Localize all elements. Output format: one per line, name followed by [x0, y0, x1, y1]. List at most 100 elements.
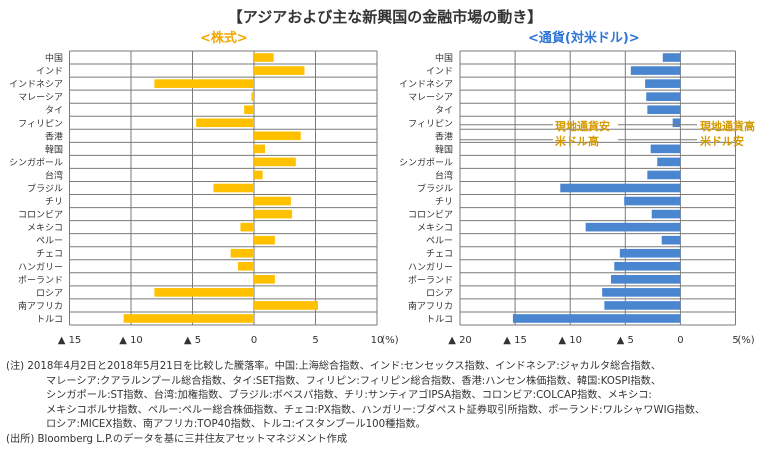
currency-bar	[602, 288, 681, 297]
stock-category-label: 韓国	[45, 144, 63, 155]
stock-category-label: ロシア	[36, 289, 63, 299]
stock-category-label: ポーランド	[18, 275, 63, 286]
stock-category-label: チリ	[45, 197, 63, 208]
stock-category-label: 台湾	[45, 169, 63, 181]
note-line: シンガポール:ST指数、台湾:加権指数、ブラジル:ボベスパ指数、チリ:サンティア…	[46, 390, 652, 402]
currency-category-label: フィリピン	[408, 118, 453, 129]
currency-category-label: メキシコ	[417, 224, 453, 234]
stock-category-label: ブラジル	[27, 183, 63, 195]
currency-bar	[614, 261, 681, 271]
stock-unit-label: (%)	[381, 335, 398, 346]
stock-x-tick-label: 0	[251, 335, 257, 346]
stock-category-label: コロンビア	[18, 210, 63, 221]
stock-bar	[213, 183, 254, 193]
stock-bar	[251, 92, 254, 101]
currency-bar	[610, 275, 681, 284]
stock-bar	[244, 105, 254, 115]
stock-x-tick-label: ▲ 5	[184, 335, 201, 346]
stock-category-label: ハンガリー	[18, 262, 63, 273]
annotation-left-text: 現地通貨安	[555, 119, 610, 133]
currency-x-tick-label: 5	[732, 335, 738, 346]
currency-bar	[619, 248, 681, 258]
currency-chart-title: <通貨(対米ドル)>	[528, 31, 640, 46]
stock-bar	[254, 196, 291, 206]
currency-category-label: トルコ	[426, 315, 453, 325]
currency-unit-label: (%)	[737, 335, 754, 346]
currency-bar	[646, 92, 681, 101]
currency-bar	[560, 183, 681, 193]
currency-category-label: 南アフリカ	[408, 300, 453, 312]
notes-block: (注) 2018年4月2日と2018年5月21日を比較した騰落率。中国:上海総合…	[6, 360, 705, 448]
source-line: (出所) Bloomberg L.P.のデータを基に三井住友アセットマネジメント…	[6, 433, 348, 445]
stock-bar	[254, 170, 263, 180]
page-title: 【アジアおよび主な新興国の金融市場の動き】	[227, 8, 543, 26]
currency-x-tick-label: ▲ 15	[503, 335, 527, 346]
stock-category-label: 中国	[45, 52, 63, 64]
currency-category-label: 台湾	[435, 169, 453, 181]
currency-bar	[585, 222, 681, 232]
stock-bar	[154, 79, 254, 88]
note-line: マレーシア:クアラルンプール総合指数、タイ:SET指数、フィリピン:フィリピン総…	[46, 375, 662, 387]
stock-category-label: 香港	[45, 130, 63, 142]
currency-bar	[661, 235, 681, 245]
currency-category-label: インド	[426, 67, 453, 77]
stock-bar	[230, 248, 254, 258]
stock-chart-title: <株式>	[200, 31, 248, 46]
currency-category-label: ロシア	[426, 289, 453, 299]
currency-category-label: チリ	[435, 197, 453, 208]
stock-category-label: メキシコ	[27, 224, 63, 234]
stock-bar	[240, 222, 254, 232]
stock-bar	[254, 66, 305, 75]
stock-x-tick-label: ▲ 15	[58, 335, 82, 346]
stock-bar	[254, 144, 266, 154]
stock-bar	[123, 314, 255, 323]
currency-category-label: タイ	[435, 105, 453, 116]
stock-bar	[254, 301, 318, 310]
note-line: メキシコボルサ指数、ペルー:ペルー総合株価指数、チェコ:PX指数、ハンガリー:ブ…	[46, 404, 706, 416]
stock-x-tick-label: 5	[312, 335, 318, 346]
stock-category-label: シンガポール	[9, 157, 63, 168]
currency-x-tick-label: ▲ 10	[558, 335, 582, 346]
stock-category-label: チェコ	[36, 249, 63, 260]
stock-bar	[254, 131, 301, 141]
currency-category-label: 韓国	[435, 144, 453, 155]
stock-category-label: インドネシア	[9, 79, 63, 90]
stock-bar	[254, 53, 274, 62]
stock-category-label: ペルー	[36, 237, 63, 247]
currency-bar	[624, 196, 681, 206]
currency-x-tick-label: 0	[677, 335, 683, 346]
stock-category-label: フィリピン	[18, 118, 63, 129]
currency-bar	[672, 118, 681, 128]
stock-x-tick-label: ▲ 10	[119, 335, 143, 346]
stock-bar	[254, 275, 275, 284]
currency-category-label: 香港	[435, 130, 453, 142]
currency-category-label: マレーシア	[408, 93, 453, 103]
currency-bar	[662, 53, 681, 62]
annotation-right-text: 米ドル安	[699, 134, 744, 148]
annotation-left-text: 米ドル高	[554, 134, 599, 148]
currency-bar	[647, 105, 681, 115]
currency-bar	[650, 144, 681, 154]
currency-bar	[645, 79, 681, 88]
note-line: (注) 2018年4月2日と2018年5月21日を比較した騰落率。中国:上海総合…	[6, 361, 662, 372]
stock-bar	[254, 157, 296, 167]
note-line: ロシア:MICEX指数、南アフリカ:TOP40指数、トルコ:イスタンブール100…	[46, 419, 426, 431]
currency-category-label: シンガポール	[399, 157, 453, 168]
stock-bar	[154, 288, 254, 297]
currency-bar	[512, 314, 681, 323]
currency-bar	[647, 170, 681, 180]
currency-category-label: ブラジル	[417, 183, 453, 195]
stock-category-label: インド	[36, 67, 63, 77]
stock-bar	[254, 209, 293, 219]
currency-x-tick-label: ▲ 20	[448, 335, 472, 346]
stock-bar	[196, 118, 254, 128]
currency-bar	[657, 157, 681, 167]
stock-category-label: マレーシア	[18, 93, 63, 103]
charts-canvas: ▲ 15 ▲ 10 ▲ 5 0 5 10(%)中国インドインドネシアマレーシアタイフィリピ…	[9, 50, 755, 346]
currency-bar	[651, 209, 681, 219]
stock-category-label: 南アフリカ	[18, 300, 63, 312]
stock-x-tick-label: 10	[371, 335, 384, 346]
stock-category-label: タイ	[45, 105, 63, 116]
currency-bar	[604, 301, 681, 310]
currency-category-label: チェコ	[426, 249, 453, 260]
